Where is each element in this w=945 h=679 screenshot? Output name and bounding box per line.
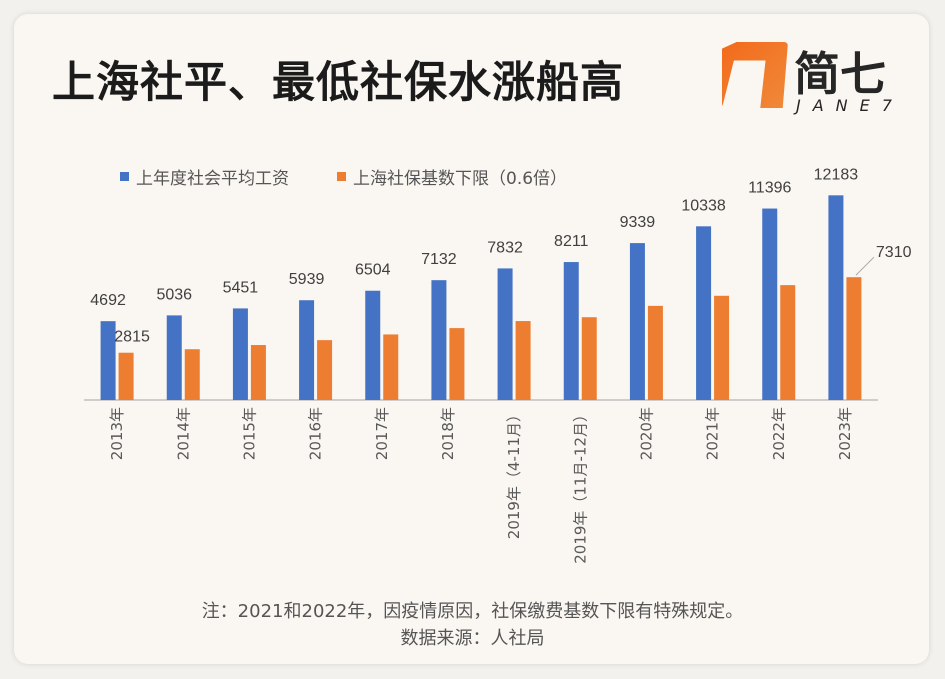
bar-salary-11 [828,195,844,400]
tick-label-10: 2022年 [770,407,788,460]
bar-base-0 [118,352,134,400]
bar-base-7 [581,317,597,400]
bar-salary-10 [762,208,778,400]
bar-base-1 [184,349,200,400]
footnote: 注：2021和2022年，因疫情原因，社保缴费基数下限有特殊规定。 [201,601,744,622]
bar-salary-0 [100,321,116,400]
data-label-salary-0: 4692 [90,292,126,309]
tick-label-5: 2018年 [439,407,457,460]
legend-item-salary: 上年度社会平均工资 [120,164,289,189]
bar-base-2 [250,345,266,400]
bar-base-9 [714,295,730,400]
tick-label-6: 2019年（4-11月） [505,407,523,539]
data-label-salary-6: 7832 [487,239,523,256]
brand-logo: 简七 JANE7 [722,38,912,118]
data-label-salary-5: 7132 [421,251,457,268]
page-title: 上海社平、最低社保水涨船高 [52,58,624,108]
data-label-salary-1: 5036 [156,286,192,303]
tick-label-3: 2016年 [307,407,325,460]
legend-item-base: 上海社保基数下限（0.6倍） [337,164,567,189]
chart-legend: 上年度社会平均工资 上海社保基数下限（0.6倍） [120,164,567,189]
legend-swatch-orange [337,172,346,181]
bar-salary-3 [299,300,315,400]
bar-salary-2 [232,308,248,400]
tick-label-0: 2013年 [108,407,126,460]
legend-swatch-blue [120,172,129,181]
data-label-base-0: 2815 [114,329,150,346]
bar-salary-6 [497,268,513,400]
data-label-salary-2: 5451 [223,279,259,296]
logo-subtext: JANE7 [796,96,904,115]
logo-text: 简七 [794,47,886,101]
data-label-salary-3: 5939 [289,271,325,288]
legend-label: 上年度社会平均工资 [136,169,289,189]
data-label-base-11: 7310 [876,244,912,261]
data-source: 数据来源：人社局 [400,628,545,649]
tick-label-11: 2023年 [836,407,854,460]
tick-label-8: 2020年 [637,407,655,460]
leader-line [855,256,875,276]
bar-salary-5 [431,280,447,400]
bar-salary-4 [365,290,381,400]
tick-label-7: 2019年（11月-12月） [571,407,589,564]
data-label-salary-11: 12183 [814,166,859,183]
data-label-salary-9: 10338 [681,197,726,214]
tick-label-2: 2015年 [240,407,258,460]
data-label-salary-7: 8211 [554,233,589,250]
data-label-salary-4: 6504 [355,262,391,279]
bar-salary-8 [629,243,645,400]
tick-label-9: 2021年 [704,407,722,460]
bar-base-6 [515,321,531,400]
bar-salary-7 [563,262,579,400]
bar-base-8 [647,305,663,400]
tick-label-4: 2017年 [373,407,391,460]
bar-base-11 [846,277,862,400]
bar-base-10 [780,285,796,400]
bar-salary-1 [166,315,182,400]
bar-base-5 [449,328,465,400]
data-label-salary-10: 11396 [748,180,791,197]
legend-label: 上海社保基数下限（0.6倍） [353,169,568,189]
bar-salary-9 [696,226,712,400]
tick-label-1: 2014年 [174,407,192,460]
data-label-salary-8: 9339 [620,214,656,231]
bar-base-3 [317,340,333,400]
bar-base-4 [383,334,399,400]
